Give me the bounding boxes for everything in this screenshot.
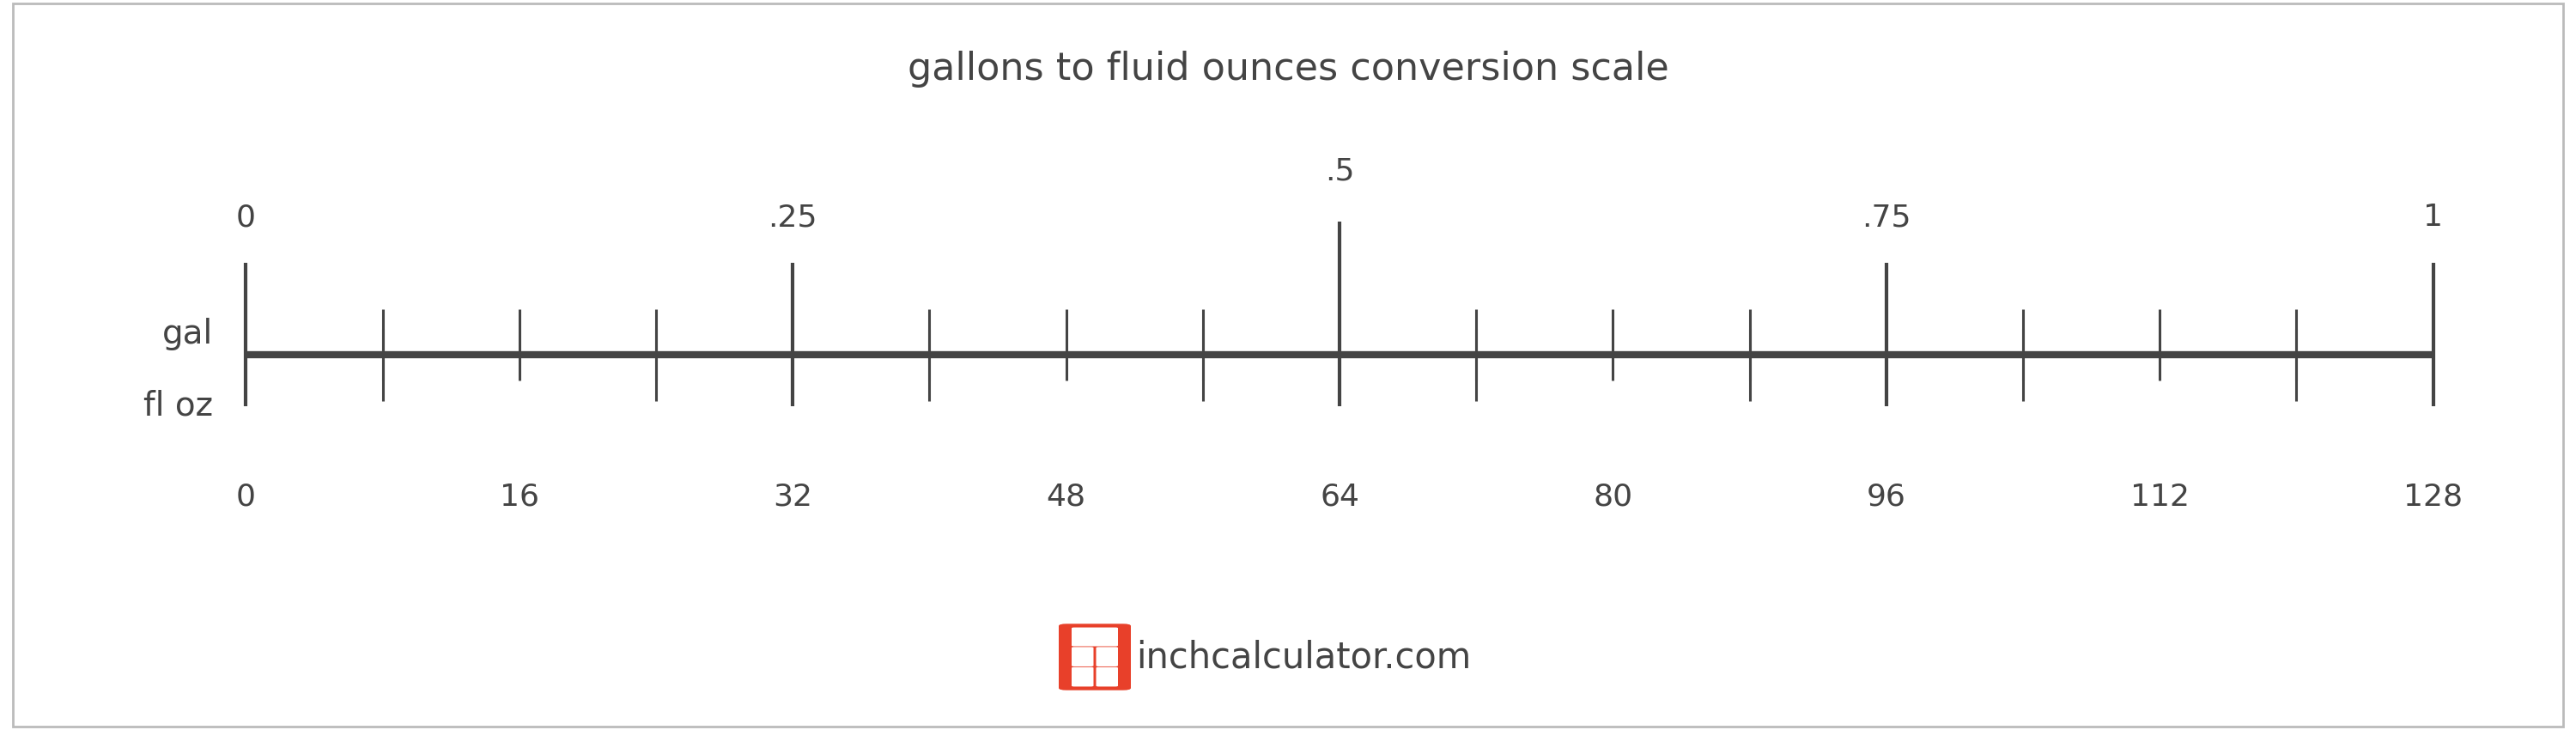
Text: 16: 16 <box>500 483 538 512</box>
Text: 0: 0 <box>237 483 255 512</box>
Text: 112: 112 <box>2130 483 2190 512</box>
Text: 32: 32 <box>773 483 811 512</box>
Text: inchcalculator.com: inchcalculator.com <box>1136 639 1471 675</box>
Text: .75: .75 <box>1862 203 1911 232</box>
Text: gallons to fluid ounces conversion scale: gallons to fluid ounces conversion scale <box>907 51 1669 88</box>
Text: .5: .5 <box>1324 157 1355 186</box>
Text: 48: 48 <box>1046 483 1087 512</box>
Text: 1: 1 <box>2424 203 2442 232</box>
Text: 128: 128 <box>2403 483 2463 512</box>
Text: 0: 0 <box>237 203 255 232</box>
Text: 96: 96 <box>1868 483 1906 512</box>
Text: gal: gal <box>162 318 214 350</box>
Text: 80: 80 <box>1592 483 1633 512</box>
Text: .25: .25 <box>768 203 817 232</box>
Text: 64: 64 <box>1319 483 1360 512</box>
Text: fl oz: fl oz <box>144 390 214 422</box>
